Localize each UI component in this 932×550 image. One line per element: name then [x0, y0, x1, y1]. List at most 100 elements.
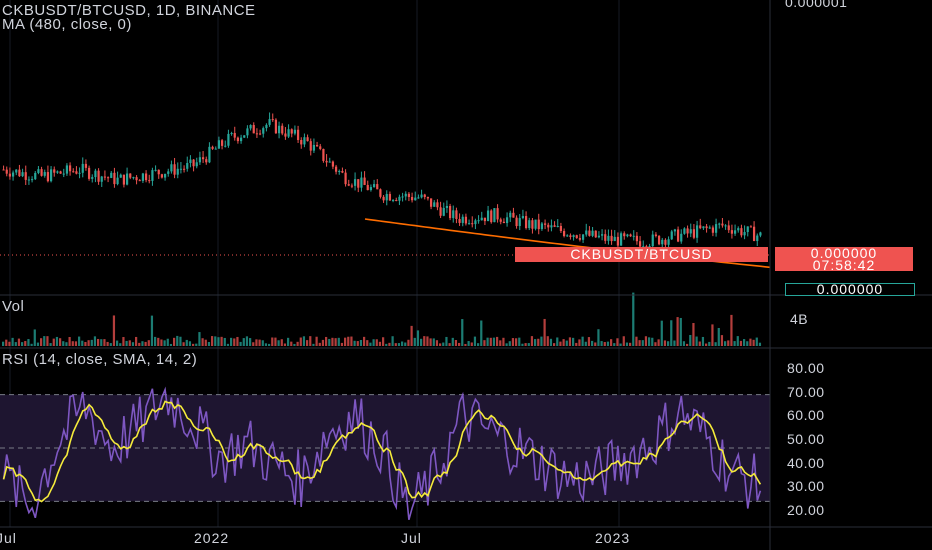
candle-body: [179, 168, 183, 170]
candle: [325, 154, 328, 167]
candle-body: [94, 170, 97, 178]
candle: [24, 165, 27, 185]
volume-bar: [157, 337, 160, 346]
candle: [91, 174, 94, 183]
candle-body: [436, 202, 439, 208]
volume-bar: [454, 340, 458, 346]
volume-bar: [179, 336, 182, 346]
candle-body: [211, 146, 214, 149]
candle: [702, 226, 705, 230]
candle: [312, 138, 316, 153]
candle-body: [626, 234, 629, 237]
volume-bar: [40, 338, 43, 346]
volume-bar: [648, 337, 651, 346]
candle-body: [24, 172, 27, 180]
candle: [569, 233, 572, 240]
volume-bar: [372, 339, 375, 346]
candle: [417, 194, 420, 199]
volume-bar: [201, 338, 204, 346]
volume-bar: [230, 337, 233, 346]
candle: [632, 230, 635, 241]
candle: [284, 127, 287, 140]
volume-bar: [49, 343, 52, 346]
volume-bar: [290, 341, 293, 346]
candle: [588, 226, 591, 237]
volume-bar: [211, 336, 214, 346]
volume-legend[interactable]: Vol: [2, 298, 25, 315]
candle: [382, 195, 385, 203]
rsi-series: [2, 386, 762, 521]
candle-body: [325, 160, 328, 163]
volume-bar: [724, 341, 727, 346]
candle-body: [309, 141, 312, 151]
candle-body: [664, 239, 667, 245]
candle: [401, 192, 404, 202]
candle-body: [252, 125, 255, 134]
candle-body: [388, 193, 392, 201]
candle: [106, 176, 110, 183]
volume-bar: [321, 339, 325, 346]
candle-body: [756, 235, 759, 242]
candle-body: [461, 216, 464, 223]
volume-bar: [632, 292, 635, 346]
volume-bar: [660, 320, 663, 346]
candle-body: [699, 225, 702, 229]
volume-bar: [160, 339, 163, 346]
candle-body: [724, 225, 727, 227]
volume-bar: [553, 343, 556, 346]
candle: [718, 222, 721, 229]
candle: [113, 167, 116, 188]
rsi-legend[interactable]: RSI (14, close, SMA, 14, 2): [2, 351, 198, 368]
candle-body: [40, 169, 43, 176]
candle-body: [18, 169, 21, 177]
candle: [559, 222, 563, 234]
candle-body: [718, 223, 721, 225]
volume-axis-label: 4B: [790, 311, 809, 327]
candle-body: [173, 164, 176, 175]
candle-body: [274, 119, 278, 134]
candle-body: [59, 171, 62, 174]
rsi-ma-line: [2, 400, 762, 503]
x-tick-jul-2021: Jul: [0, 530, 17, 546]
candle-body: [749, 226, 753, 228]
volume-bar: [309, 336, 312, 346]
last-price-value: 0.000000: [810, 245, 878, 261]
volume-bar: [416, 330, 420, 346]
candle: [350, 183, 354, 189]
candle-body: [543, 223, 547, 225]
candle-body: [607, 235, 610, 241]
candle-body: [429, 198, 433, 207]
candle: [673, 228, 677, 236]
volume-bar: [663, 340, 667, 346]
candle-body: [464, 216, 468, 224]
candle: [597, 231, 601, 239]
rsi-tick-50: 50.00: [787, 431, 825, 447]
candle: [737, 226, 740, 233]
candle-body: [319, 146, 322, 149]
candle-body: [452, 210, 455, 219]
volume-bar: [686, 343, 689, 346]
candle-body: [144, 173, 148, 181]
x-tick-2022: 2022: [194, 530, 230, 546]
candle-body: [369, 187, 373, 191]
candle: [635, 232, 639, 245]
candle: [493, 208, 496, 223]
ma-legend[interactable]: MA (480, close, 0): [2, 16, 132, 33]
volume-bar: [657, 339, 660, 346]
candle: [265, 123, 268, 132]
symbol-legend[interactable]: CKBUSDT/BTCUSD, 1D, BINANCE: [2, 2, 256, 19]
candle: [483, 217, 487, 226]
candle: [148, 174, 151, 184]
volume-bar: [131, 342, 135, 346]
volume-bar: [445, 336, 448, 346]
candle-body: [708, 227, 711, 229]
rsi-tick-60: 60.00: [787, 407, 825, 423]
candle: [486, 205, 490, 222]
volume-bar: [337, 337, 340, 346]
candle: [255, 128, 259, 138]
candle-body: [471, 223, 474, 225]
candle-body: [559, 225, 563, 232]
candle: [705, 223, 708, 233]
candle: [429, 198, 433, 210]
